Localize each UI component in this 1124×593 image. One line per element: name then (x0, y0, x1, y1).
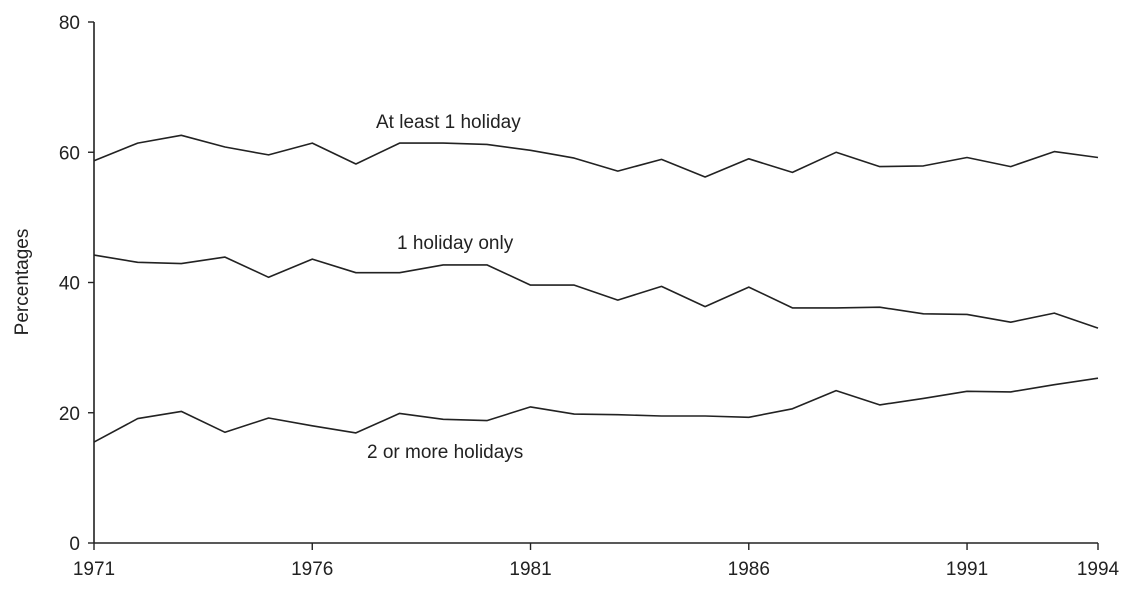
series-label-2-or-more-holidays: 2 or more holidays (367, 442, 523, 463)
series-line-at-least-1-holiday (93, 134, 1099, 178)
y-tick-label: 40 (59, 274, 80, 295)
y-tick-label: 20 (59, 404, 80, 425)
axis-ticks: 0 20 40 60 80 1971 1976 1981 1986 1991 1994 (59, 13, 1120, 580)
y-axis-label: Percentages (12, 229, 33, 336)
chart-series (93, 134, 1099, 443)
x-tick-label: 1986 (728, 559, 770, 580)
x-tick-label: 1991 (946, 559, 988, 580)
x-tick-label: 1981 (509, 559, 551, 580)
x-tick-label: 1976 (291, 559, 333, 580)
x-tick-label: 1994 (1077, 559, 1120, 580)
chart-axes (93, 22, 1098, 544)
y-tick-label: 60 (59, 143, 80, 164)
series-label-1-holiday-only: 1 holiday only (397, 233, 514, 254)
x-tick-label: 1971 (73, 559, 115, 580)
y-tick-label: 0 (69, 534, 80, 555)
series-line-2-or-more-holidays (93, 377, 1099, 443)
series-label-at-least-1-holiday: At least 1 holiday (376, 112, 521, 133)
y-tick-label: 80 (59, 13, 80, 34)
series-line-1-holiday-only (93, 254, 1099, 329)
